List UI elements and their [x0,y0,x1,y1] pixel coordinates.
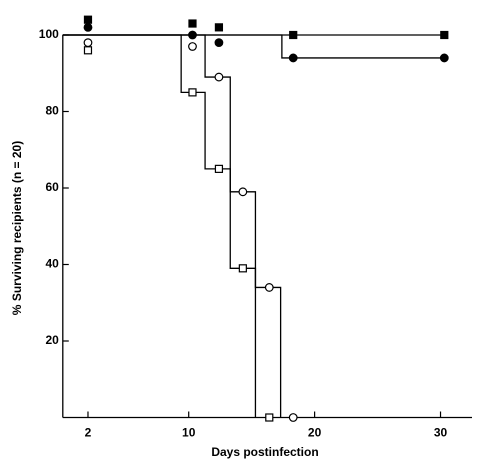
data-point [188,88,197,97]
data-point [214,72,224,82]
y-tick-label: 40 [45,257,59,271]
data-point [238,264,247,273]
data-point [439,53,449,63]
data-point [289,30,298,40]
data-point [238,187,248,197]
data-point [188,42,197,51]
survival-curve [62,34,257,418]
data-point [188,19,197,28]
data-point [264,283,274,292]
y-tick-label: 20 [45,333,59,347]
survival-curve [62,34,282,418]
data-point [288,53,298,63]
y-tick-label: 80 [45,104,59,118]
y-axis-label: % Surviving recipients (n = 20) [10,141,24,315]
y-tick-label: 60 [45,180,59,194]
data-point [265,413,274,422]
y-tick-label: 100 [39,27,59,41]
x-axis-label: Days postinfection [211,445,318,459]
data-point [83,46,93,55]
data-point [214,23,224,32]
data-point [188,30,197,40]
data-point [214,38,224,48]
x-tick-label: 10 [182,426,196,440]
data-point [288,413,298,422]
x-tick-label: 30 [434,426,448,440]
data-point [214,164,224,173]
data-point [440,30,449,40]
x-tick-label: 20 [308,426,322,440]
x-tick-label: 2 [85,426,92,440]
survival-curve [62,34,445,59]
data-point [83,22,93,32]
data-point [83,38,93,48]
data-point [83,15,93,24]
